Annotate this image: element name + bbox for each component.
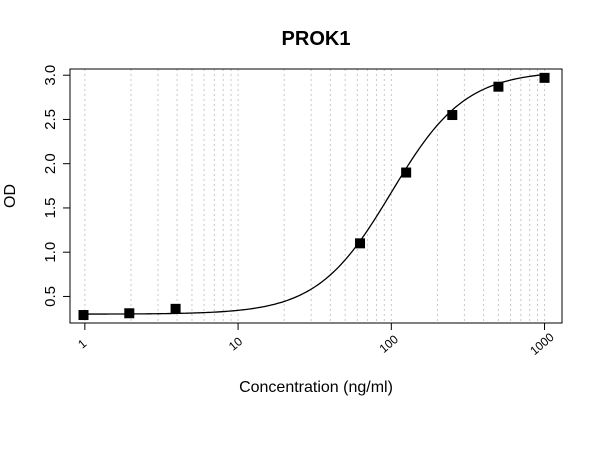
data-point [170,303,181,314]
fit-curve [83,73,545,315]
data-point [124,308,135,319]
y-tick-label: 2.0 [42,153,59,174]
y-tick-label: 0.5 [42,286,59,307]
data-point [355,238,366,249]
y-tick-label: 1.0 [42,242,59,263]
x-tick-label: 1000 [527,330,557,358]
plot-frame [69,68,563,324]
y-tick-label: 3.0 [42,65,59,86]
x-tick-label: 100 [377,332,402,356]
data-point [539,72,550,83]
y-axis: 0.5 1.0 1.5 2.0 2.5 3.0 [42,65,70,307]
y-tick-label: 2.5 [42,109,59,130]
x-axis: 1 10 100 1000 [75,323,557,358]
x-axis-label: Concentration (ng/ml) [239,379,393,396]
data-points [78,72,550,321]
data-point [493,81,504,92]
x-tick-label: 1 [75,336,89,351]
grid-lines [84,69,546,323]
y-tick-label: 1.5 [42,198,59,219]
chart-title: PROK1 [282,28,351,50]
y-axis-label: OD [2,184,19,208]
x-tick-label: 10 [226,334,245,354]
data-point [447,110,458,121]
data-point [78,310,89,321]
data-point [401,167,412,178]
